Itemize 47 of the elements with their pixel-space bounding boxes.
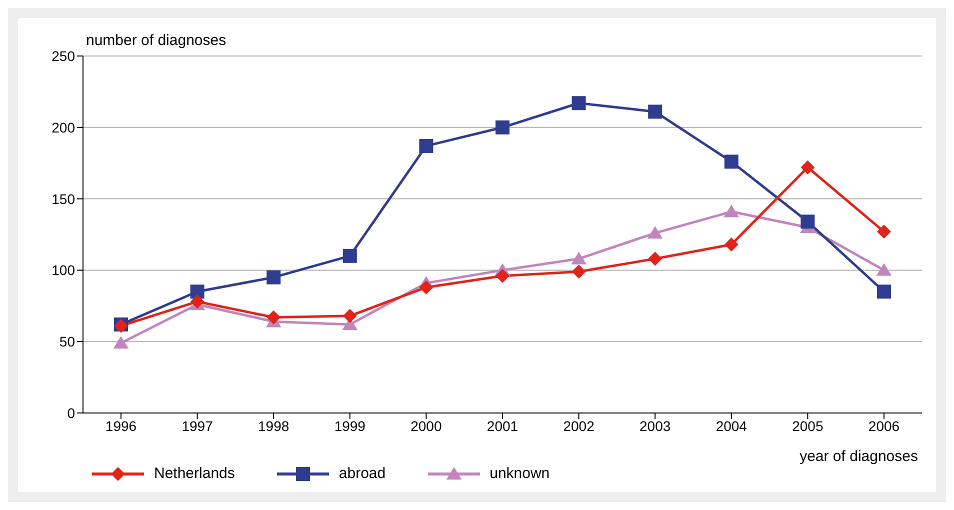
- point: [724, 237, 738, 252]
- x-tick-label: 1996: [105, 418, 137, 434]
- x-tick-label: 1999: [334, 418, 366, 434]
- point: [800, 214, 815, 229]
- x-axis-title: year of diagnoses: [800, 448, 918, 465]
- point: [190, 284, 204, 299]
- x-tick-label: 2003: [640, 418, 671, 434]
- point: [647, 226, 663, 239]
- y-tick-label: 200: [52, 119, 76, 136]
- point: [648, 252, 662, 266]
- y-tick-label: 0: [67, 404, 76, 421]
- x-tick-label: 2004: [716, 418, 748, 434]
- x-tick-label: 2000: [410, 418, 442, 434]
- point: [266, 270, 281, 284]
- point: [496, 268, 510, 283]
- point: [877, 224, 891, 239]
- x-tick-label: 2002: [563, 418, 595, 434]
- point: [724, 204, 740, 218]
- point: [342, 308, 357, 323]
- point: [113, 336, 129, 349]
- x-tick-label: 1998: [258, 418, 290, 434]
- x-tick-label: 2005: [792, 418, 824, 434]
- x-tick-label: 2006: [868, 418, 900, 434]
- point: [419, 138, 434, 153]
- y-tick-label: 150: [52, 190, 76, 207]
- point: [877, 284, 891, 299]
- point: [419, 280, 434, 294]
- point: [190, 294, 204, 309]
- point: [648, 104, 662, 119]
- point: [266, 310, 281, 324]
- x-tick-label: 2001: [486, 418, 518, 434]
- point: [724, 154, 738, 169]
- point: [571, 252, 586, 264]
- point: [800, 160, 815, 174]
- y-tick-label: 50: [59, 334, 76, 350]
- point: [876, 263, 892, 276]
- y-axis-title: number of diagnoses: [86, 32, 226, 49]
- legend-label: abroad: [338, 465, 386, 482]
- legend-label: Netherlands: [154, 465, 235, 482]
- legend-label: unknown: [490, 465, 550, 482]
- y-tick-label: 250: [52, 48, 76, 64]
- point: [342, 248, 357, 263]
- x-tick-label: 1997: [182, 418, 214, 434]
- point: [572, 96, 586, 110]
- y-tick-label: 100: [52, 262, 76, 278]
- point: [572, 264, 586, 279]
- point: [496, 120, 510, 134]
